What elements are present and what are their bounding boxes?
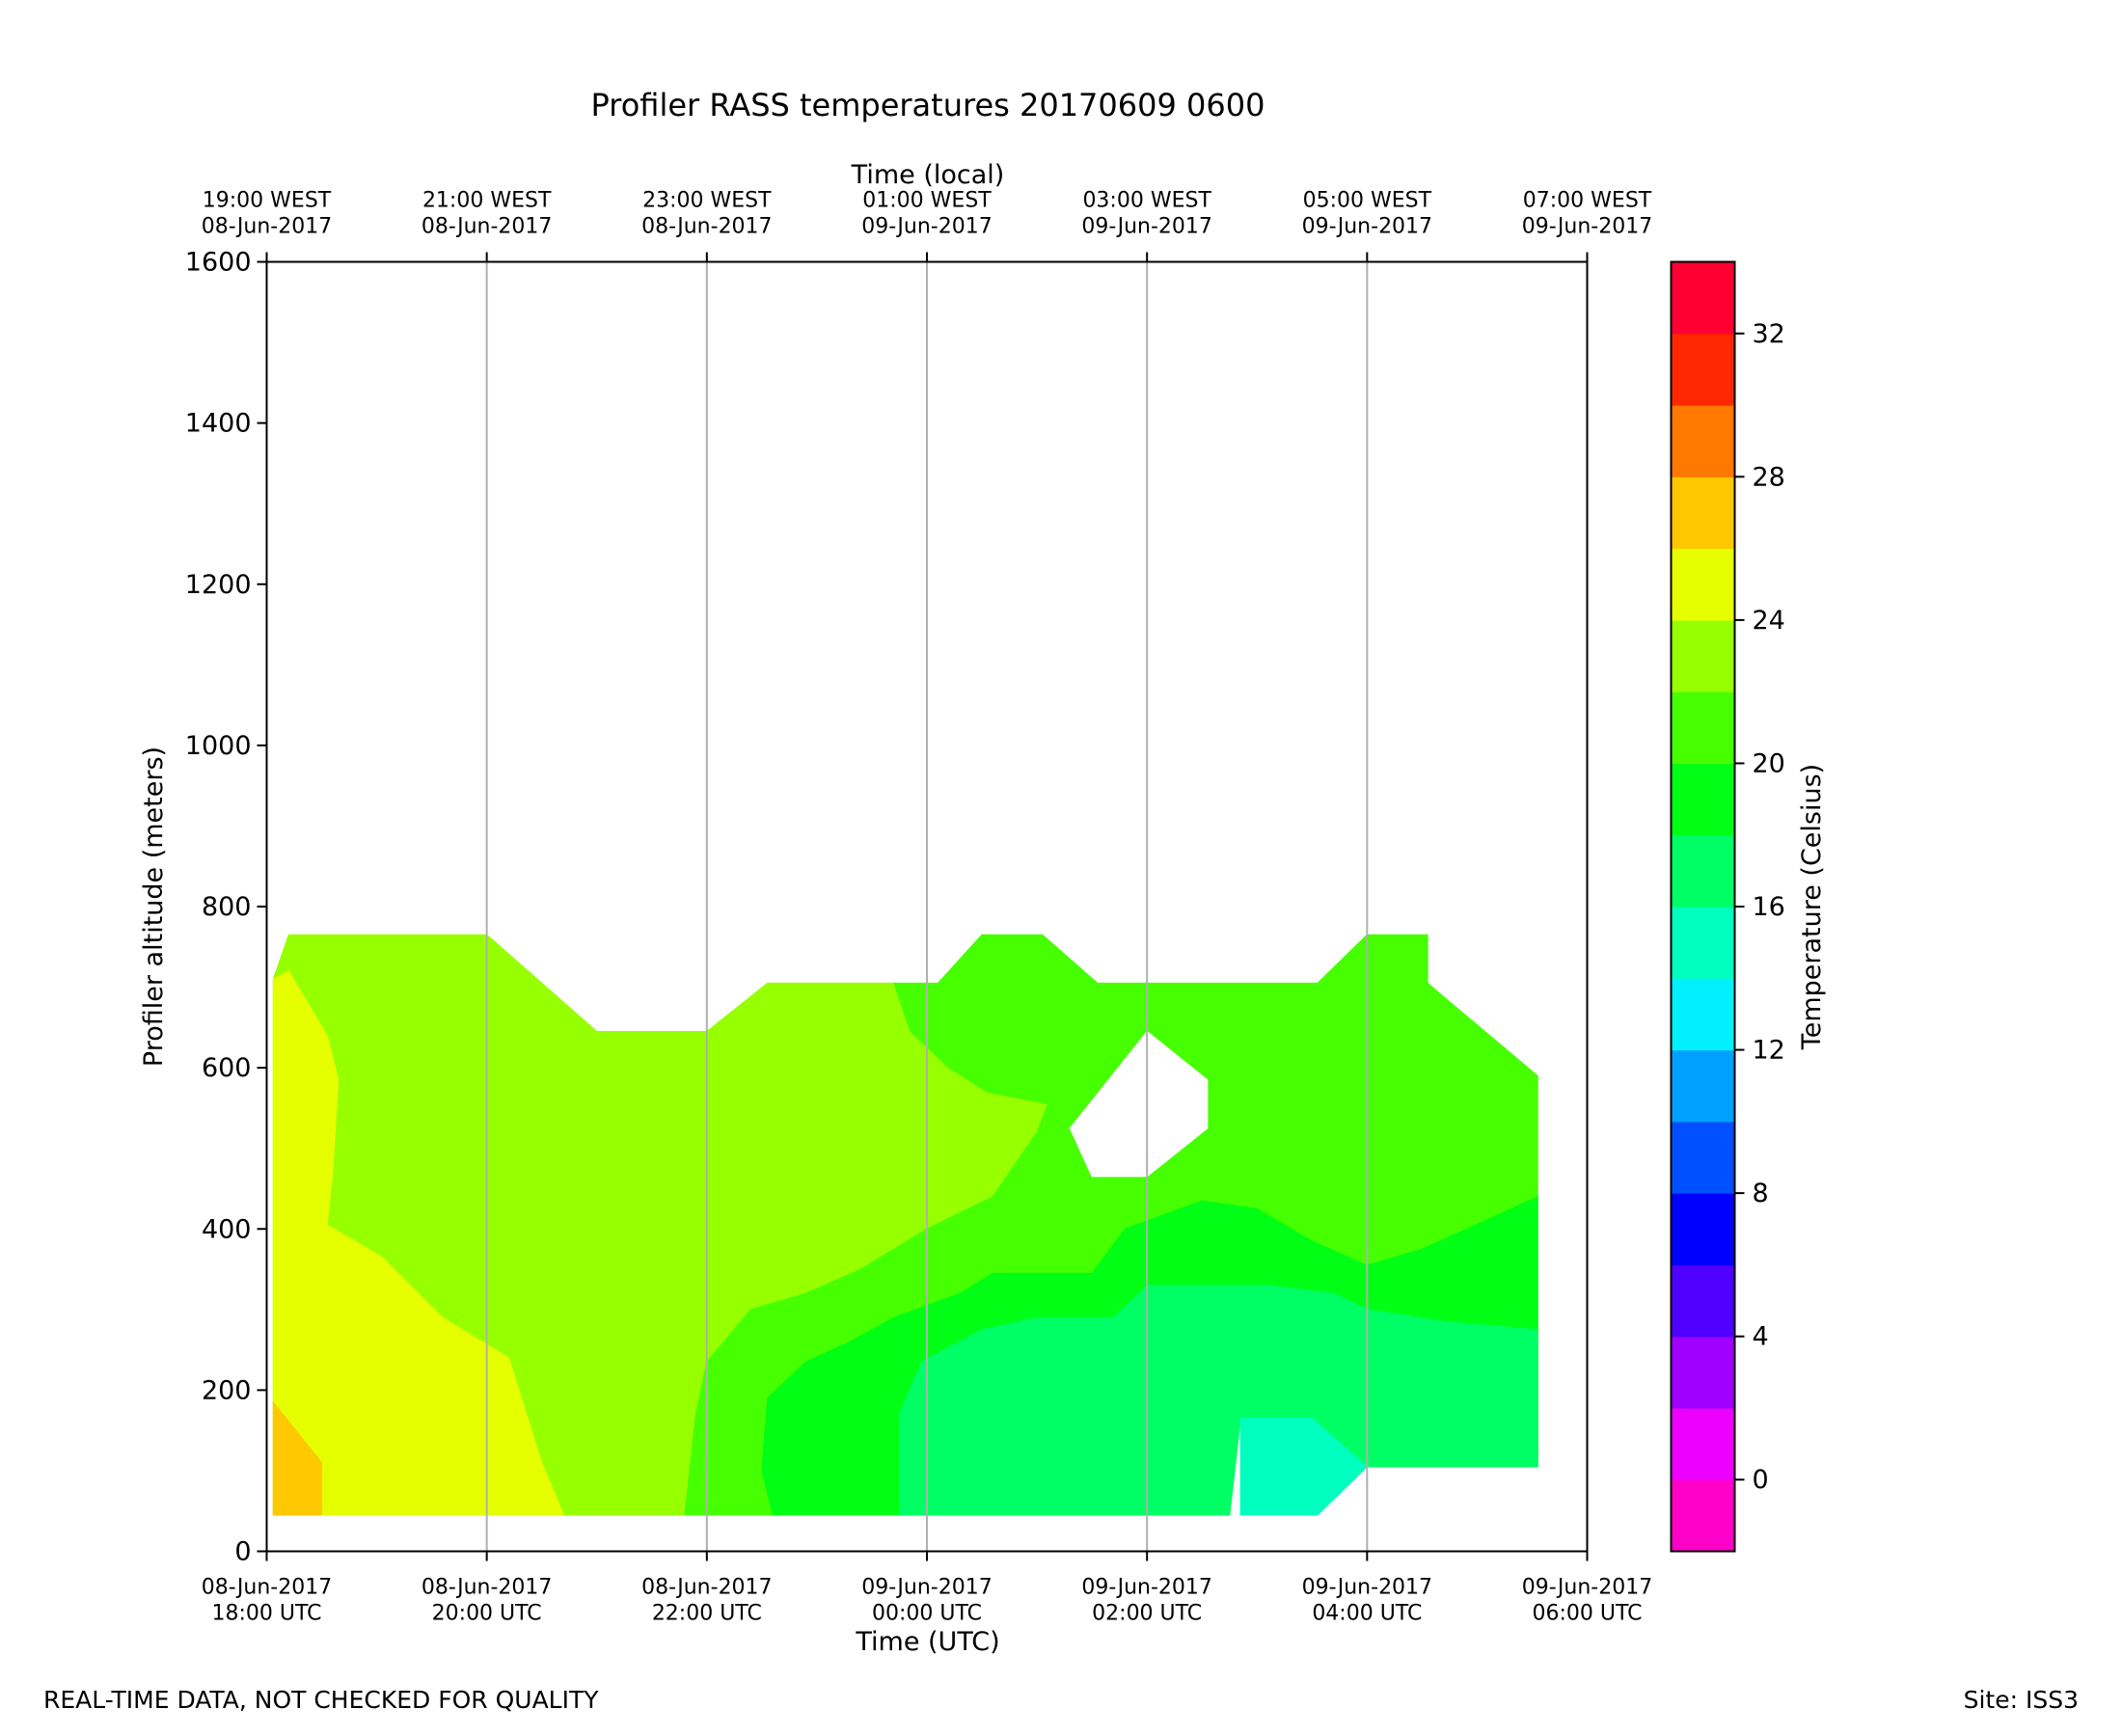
colorbar-segment [1671,261,1735,335]
x-tick-date: 08-Jun-2017 [641,1576,772,1600]
y-tick-label: 1200 [185,570,252,600]
x-tick-time: 22:00 UTC [652,1602,762,1626]
x-tick-time: 04:00 UTC [1312,1602,1422,1626]
colorbar-frame [1670,260,1736,1553]
x-tick-date: 09-Jun-2017 [1081,1576,1211,1600]
colorbar-label: Temperature (Celsius) [1797,764,1827,1050]
colorbar-segment [1671,907,1735,979]
colorbar-segment [1671,1479,1735,1553]
colorbar-segment [1671,763,1735,836]
data-quality-notice: REAL-TIME DATA, NOT CHECKED FOR QUALITY [43,1686,599,1714]
top-tick-time: 21:00 WEST [422,189,552,213]
colorbar-segment [1671,1407,1735,1480]
colorbar-segment [1671,978,1735,1051]
x-tick-date: 08-Jun-2017 [422,1576,552,1600]
top-tick-time: 19:00 WEST [203,189,332,213]
site-label: Site: ISS3 [1963,1686,2079,1714]
chart-title: Profiler RASS temperatures 20170609 0600 [591,87,1265,123]
top-tick-time: 07:00 WEST [1523,189,1652,213]
colorbar [1671,261,1735,1553]
y-axis-ticks: 0 200 400 600 800 1000 1200 1400 1600 [185,248,267,1567]
contour-region-24-26 [272,970,565,1516]
colorbar-tick-label: 4 [1753,1322,1769,1352]
top-tick-date: 09-Jun-2017 [1522,215,1652,239]
x-tick-date: 09-Jun-2017 [861,1576,992,1600]
top-tick-time: 03:00 WEST [1082,189,1211,213]
top-tick-time: 23:00 WEST [642,189,772,213]
colorbar-segment [1671,1336,1735,1409]
colorbar-tick-label: 32 [1753,319,1785,349]
colorbar-tick-label: 28 [1753,462,1785,492]
colorbar-ticks: 0 4 8 12 16 20 24 28 32 [1734,319,1785,1495]
colorbar-tick-label: 8 [1753,1179,1769,1208]
y-tick-label: 800 [202,892,252,922]
colorbar-segment [1671,1264,1735,1338]
colorbar-tick-label: 12 [1753,1036,1785,1066]
colorbar-tick-label: 24 [1753,606,1785,636]
colorbar-segment [1671,333,1735,406]
top-tick-date: 09-Jun-2017 [861,215,992,239]
x-tick-time: 02:00 UTC [1092,1602,1202,1626]
top-tick-date: 09-Jun-2017 [1081,215,1211,239]
grid-lines [485,261,1369,1552]
colorbar-segment [1671,834,1735,908]
top-tick-date: 08-Jun-2017 [641,215,772,239]
y-tick-label: 1000 [185,731,252,761]
colorbar-tick-label: 0 [1753,1465,1769,1495]
x-tick-date: 09-Jun-2017 [1522,1576,1652,1600]
colorbar-segment [1671,476,1735,550]
x-tick-time: 06:00 UTC [1532,1602,1642,1626]
colorbar-segment [1671,1049,1735,1123]
colorbar-segment [1671,1193,1735,1265]
contour-region-14-16 [1239,1418,1369,1516]
x-axis-label: Time (UTC) [855,1627,999,1657]
x-tick-date: 09-Jun-2017 [1302,1576,1432,1600]
x-tick-time: 18:00 UTC [211,1602,321,1626]
x-tick-time: 00:00 UTC [872,1602,982,1626]
top-tick-date: 08-Jun-2017 [422,215,552,239]
x-tick-date: 08-Jun-2017 [202,1576,332,1600]
y-tick-label: 0 [234,1537,251,1567]
y-tick-label: 1600 [185,248,252,278]
colorbar-tick-label: 16 [1753,892,1785,922]
colorbar-tick-label: 20 [1753,748,1785,778]
top-axis-label: Time (local) [851,160,1005,190]
y-tick-label: 600 [202,1053,252,1083]
contour-regions [272,934,1538,1516]
top-tick-time: 01:00 WEST [862,189,992,213]
colorbar-segment [1671,1121,1735,1194]
y-tick-label: 400 [202,1214,252,1244]
contour-region-26-28 [272,1400,322,1516]
top-tick-time: 05:00 WEST [1303,189,1432,213]
top-tick-date: 09-Jun-2017 [1302,215,1432,239]
colorbar-segment [1671,405,1735,477]
y-axis-label: Profiler altitude (meters) [139,746,169,1067]
x-tick-time: 20:00 UTC [432,1602,542,1626]
colorbar-segment [1671,548,1735,621]
y-tick-label: 200 [202,1375,252,1405]
top-tick-date: 08-Jun-2017 [202,215,332,239]
y-tick-label: 1400 [185,409,252,439]
colorbar-segment [1671,692,1735,765]
colorbar-segment [1671,619,1735,692]
